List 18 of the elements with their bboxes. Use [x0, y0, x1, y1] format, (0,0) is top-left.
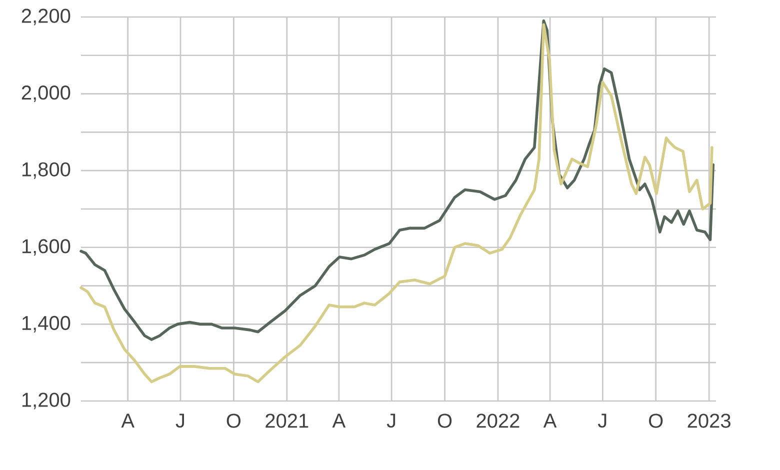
x-tick-label: J	[176, 414, 184, 428]
x-tick-label: A	[332, 414, 346, 428]
x-tick-label: 2022	[476, 414, 520, 428]
x-tick-label: A	[121, 414, 134, 428]
x-tick-label: 2023	[688, 414, 730, 428]
x-tick-label: A	[543, 414, 557, 428]
y-tick-label: 1,400	[22, 316, 70, 332]
y-tick-label: 2,000	[22, 86, 70, 102]
y-tick-label: 1,600	[22, 239, 70, 256]
y-tick-label: 1,200	[22, 392, 70, 410]
y-tick-label: 1,800	[22, 162, 70, 179]
y-tick-label: 2,200	[22, 8, 70, 26]
x-tick-label: O	[226, 414, 241, 428]
x-tick-label: J	[386, 414, 396, 428]
x-tick-label: 2021	[266, 414, 308, 428]
x-tick-label: O	[649, 414, 663, 428]
x-tick-label: O	[438, 414, 452, 428]
x-tick-label: J	[598, 414, 606, 428]
